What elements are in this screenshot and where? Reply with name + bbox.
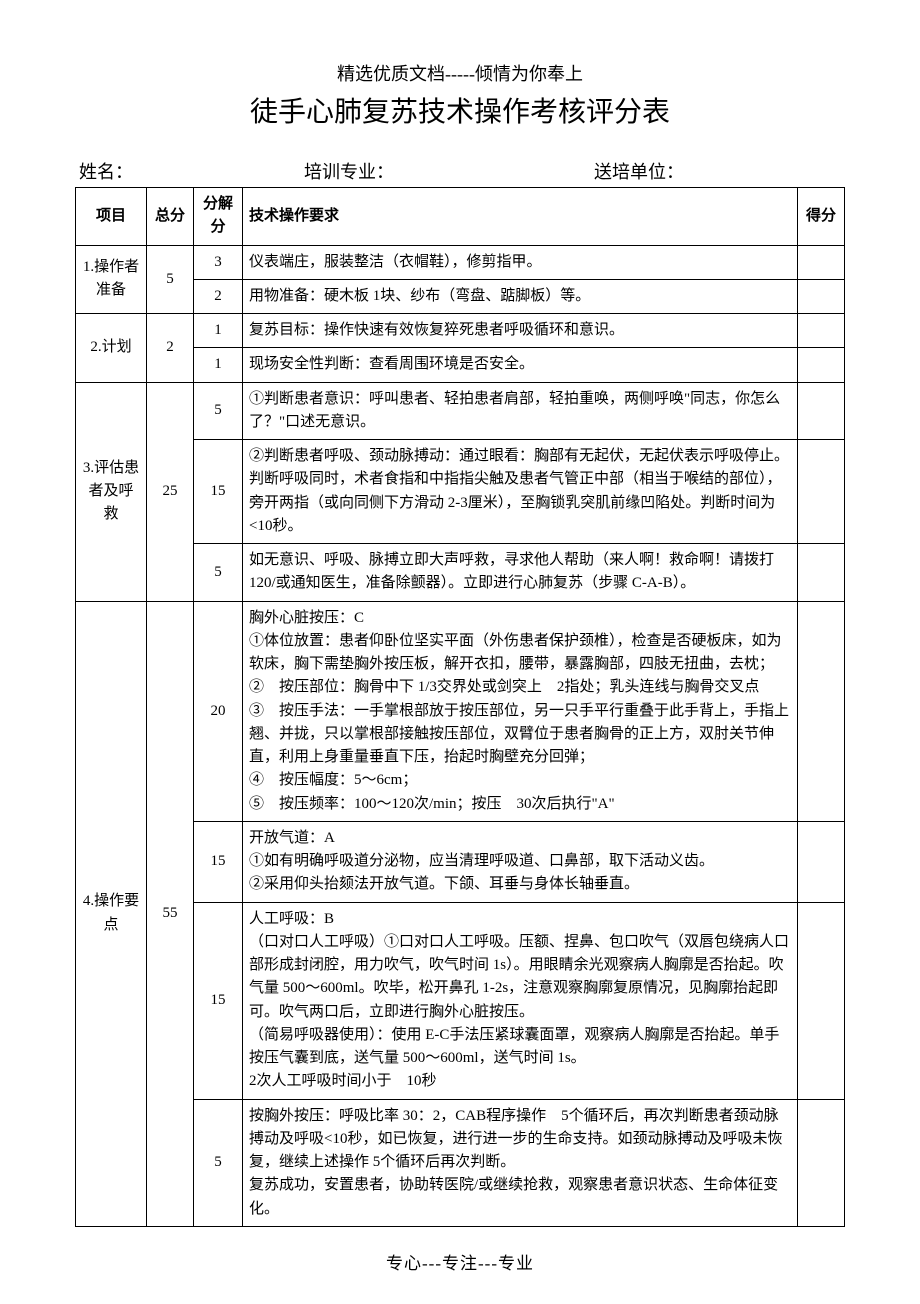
score-cell	[798, 544, 845, 602]
req-line: 复苏成功，安置患者，协助转医院/或继续抢救，观察患者意识状态、生命体征变化。	[249, 1174, 791, 1221]
th-item: 项目	[76, 188, 147, 246]
score-cell	[798, 245, 845, 279]
sub-cell: 15	[194, 902, 243, 1099]
score-cell	[798, 440, 845, 544]
req-cell: 开放气道：A ①如有明确呼吸道分泌物，应当清理呼吸道、口鼻部，取下活动义齿。 ②…	[243, 821, 798, 902]
req-cell: 如无意识、呼吸、脉搏立即大声呼救，寻求他人帮助（来人啊！救命啊！请拨打 120/…	[243, 544, 798, 602]
req-line: ⑤ 按压频率：100～120次/min；按压 30次后执行"A"	[249, 793, 791, 816]
req-line: 开放气道：A	[249, 827, 791, 850]
req-cell: 仪表端庄，服装整洁（衣帽鞋），修剪指甲。	[243, 245, 798, 279]
total-cell: 55	[147, 601, 194, 1226]
req-line: ②采用仰头抬颏法开放气道。下颌、耳垂与身体长轴垂直。	[249, 873, 791, 896]
total-cell: 2	[147, 314, 194, 383]
req-cell: 人工呼吸：B （口对口人工呼吸）①口对口人工呼吸。压额、捏鼻、包口吹气（双唇包绕…	[243, 902, 798, 1099]
req-line: 人工呼吸：B	[249, 908, 791, 931]
table-row: 4.操作要点 55 20 胸外心脏按压：C ①体位放置：患者仰卧位坚实平面（外伤…	[76, 601, 845, 821]
req-cell: ②判断患者呼吸、颈动脉搏动：通过眼看：胸部有无起伏，无起伏表示呼吸停止。判断呼吸…	[243, 440, 798, 544]
th-total: 总分	[147, 188, 194, 246]
score-cell	[798, 601, 845, 821]
score-cell	[798, 314, 845, 348]
req-line: （简易呼吸器使用）：使用 E-C手法压紧球囊面罩，观察病人胸廓是否抬起。单手按压…	[249, 1024, 791, 1071]
sub-cell: 5	[194, 1099, 243, 1226]
sub-cell: 3	[194, 245, 243, 279]
major-label: 培训专业：	[304, 158, 394, 184]
req-cell: 复苏目标：操作快速有效恢复猝死患者呼吸循环和意识。	[243, 314, 798, 348]
th-sub: 分解分	[194, 188, 243, 246]
req-line: ③ 按压手法：一手掌根部放于按压部位，另一只手平行重叠于此手背上，手指上翘、并拢…	[249, 700, 791, 770]
req-cell: ①判断患者意识：呼叫患者、轻拍患者肩部，轻拍重唤，两侧呼唤"同志，你怎么了？"口…	[243, 382, 798, 440]
table-row: 1.操作者准备 5 3 仪表端庄，服装整洁（衣帽鞋），修剪指甲。	[76, 245, 845, 279]
score-cell	[798, 382, 845, 440]
th-score: 得分	[798, 188, 845, 246]
item-cell: 4.操作要点	[76, 601, 147, 1226]
sub-cell: 15	[194, 821, 243, 902]
req-line: 2次人工呼吸时间小于 10秒	[249, 1070, 791, 1093]
sub-cell: 2	[194, 279, 243, 313]
req-cell: 按胸外按压：呼吸比率 30：2，CAB程序操作 5个循环后，再次判断患者颈动脉搏…	[243, 1099, 798, 1226]
score-table: 项目 总分 分解分 技术操作要求 得分 1.操作者准备 5 3 仪表端庄，服装整…	[75, 187, 845, 1227]
sub-cell: 15	[194, 440, 243, 544]
sub-cell: 5	[194, 544, 243, 602]
req-line: 胸外心脏按压：C	[249, 607, 791, 630]
score-cell	[798, 902, 845, 1099]
info-major: 培训专业：	[304, 158, 594, 184]
req-line: ①体位放置：患者仰卧位坚实平面（外伤患者保护颈椎），检查是否硬板床，如为软床，胸…	[249, 630, 791, 677]
req-cell: 现场安全性判断：查看周围环境是否安全。	[243, 348, 798, 382]
info-row: 姓名： 培训专业： 送培单位：	[75, 158, 845, 184]
req-cell: 胸外心脏按压：C ①体位放置：患者仰卧位坚实平面（外伤患者保护颈椎），检查是否硬…	[243, 601, 798, 821]
name-label: 姓名：	[79, 158, 133, 184]
total-cell: 25	[147, 382, 194, 601]
item-cell: 1.操作者准备	[76, 245, 147, 314]
item-cell: 2.计划	[76, 314, 147, 383]
info-name: 姓名：	[79, 158, 304, 184]
score-cell	[798, 348, 845, 382]
score-cell	[798, 821, 845, 902]
req-line: （口对口人工呼吸）①口对口人工呼吸。压额、捏鼻、包口吹气（双唇包绕病人口部形成封…	[249, 931, 791, 1024]
th-req: 技术操作要求	[243, 188, 798, 246]
unit-label: 送培单位：	[594, 158, 684, 184]
req-line: ② 按压部位：胸骨中下 1/3交界处或剑突上 2指处；乳头连线与胸骨交叉点	[249, 676, 791, 699]
req-line: 按胸外按压：呼吸比率 30：2，CAB程序操作 5个循环后，再次判断患者颈动脉搏…	[249, 1105, 791, 1175]
req-line: ④ 按压幅度：5～6cm；	[249, 769, 791, 792]
table-row: 2.计划 2 1 复苏目标：操作快速有效恢复猝死患者呼吸循环和意识。	[76, 314, 845, 348]
main-title: 徒手心肺复苏技术操作考核评分表	[75, 90, 845, 130]
header-note: 精选优质文档-----倾情为你奉上	[75, 60, 845, 86]
table-header-row: 项目 总分 分解分 技术操作要求 得分	[76, 188, 845, 246]
sub-cell: 5	[194, 382, 243, 440]
sub-cell: 1	[194, 348, 243, 382]
item-cell: 3.评估患者及呼救	[76, 382, 147, 601]
total-cell: 5	[147, 245, 194, 314]
sub-cell: 20	[194, 601, 243, 821]
footer-note: 专心---专注---专业	[75, 1249, 845, 1274]
score-cell	[798, 279, 845, 313]
info-unit: 送培单位：	[594, 158, 684, 184]
table-row: 3.评估患者及呼救 25 5 ①判断患者意识：呼叫患者、轻拍患者肩部，轻拍重唤，…	[76, 382, 845, 440]
req-line: ①如有明确呼吸道分泌物，应当清理呼吸道、口鼻部，取下活动义齿。	[249, 850, 791, 873]
score-cell	[798, 1099, 845, 1226]
sub-cell: 1	[194, 314, 243, 348]
req-cell: 用物准备：硬木板 1块、纱布（弯盘、踮脚板）等。	[243, 279, 798, 313]
